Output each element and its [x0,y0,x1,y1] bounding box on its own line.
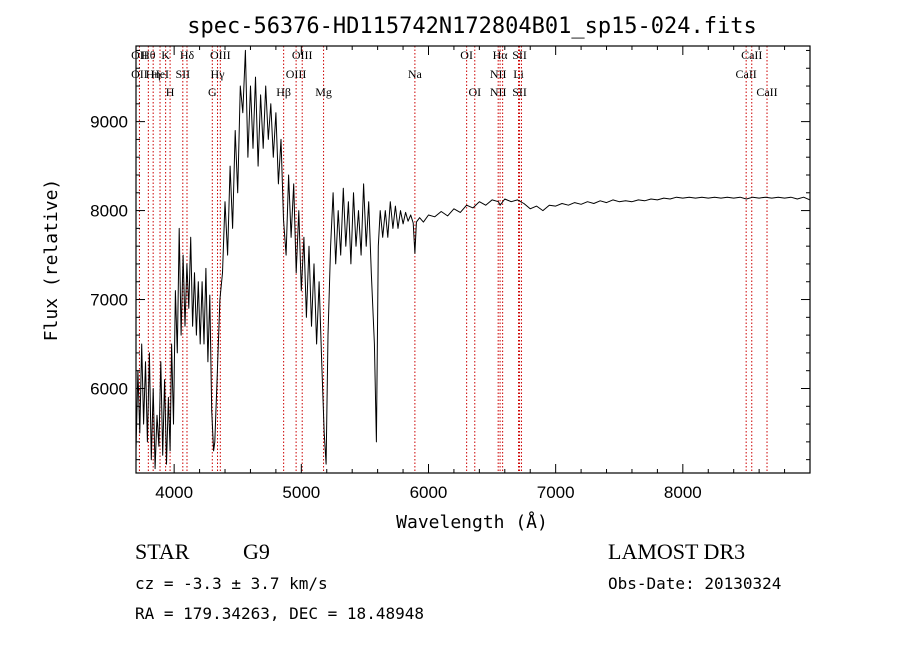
redshift-cz: cz = -3.3 ± 3.7 km/s [135,574,328,593]
observation-date: Obs-Date: 20130324 [608,574,782,593]
line-label: NII [490,67,507,81]
line-label: Hα [493,48,509,62]
x-axis-title: Wavelength (Å) [396,511,548,533]
line-label: OIII [286,67,307,81]
line-label: SII [175,67,190,81]
spectrum-line [135,49,811,470]
y-tick-label: 9000 [90,113,128,132]
line-label: K [161,48,170,62]
y-tick-label: 6000 [90,379,128,398]
line-label: OI [460,48,473,62]
line-label: CaII [741,48,762,62]
x-tick-label: 8000 [664,483,702,502]
object-class: STAR [135,539,190,564]
line-label: Hη [146,67,161,81]
chart-title: spec-56376-HD115742N172804B01_sp15-024.f… [187,14,757,39]
survey-name: LAMOST DR3 [608,539,746,564]
y-tick-label: 8000 [90,202,128,221]
x-tick-label: 4000 [155,483,193,502]
line-label: SII [512,48,527,62]
line-label: HeI [151,67,169,81]
line-label: NII [490,85,507,99]
line-label: OI [468,85,481,99]
line-label: H [166,85,175,99]
object-subclass: G9 [243,539,270,564]
line-label: Hβ [276,85,291,99]
line-label: OIII [210,48,231,62]
x-tick-label: 6000 [410,483,448,502]
plot-frame [135,45,811,474]
line-label: Na [408,67,423,81]
line-label: CaII [756,85,777,99]
line-label: Hγ [211,67,226,81]
line-label: Hδ [180,48,195,62]
axes: 4000 5000 6000 7000 8000 6000 7000 8000 9000 [90,46,811,502]
emission-line-labels: OIIOIIHθHηHeIKHSIIHδGHγOIIIHβOIIIOIIIMgN… [131,48,778,99]
line-label: OII [131,67,148,81]
line-label: OII [131,48,148,62]
emission-line-markers [138,46,768,473]
y-axis-title: Flux (relative) [41,179,62,342]
line-label: SII [512,85,527,99]
line-label: OIII [292,48,313,62]
y-tick-label: 7000 [90,291,128,310]
x-tick-label: 7000 [537,483,575,502]
line-label: Hθ [141,48,156,62]
line-label: Li [513,67,524,81]
line-label: CaII [735,67,756,81]
line-label: G [208,85,217,99]
x-tick-label: 5000 [282,483,320,502]
ra-dec-coordinates: RA = 179.34263, DEC = 18.48948 [135,604,424,623]
spectrum-series [135,49,811,470]
line-label: Mg [315,85,332,99]
